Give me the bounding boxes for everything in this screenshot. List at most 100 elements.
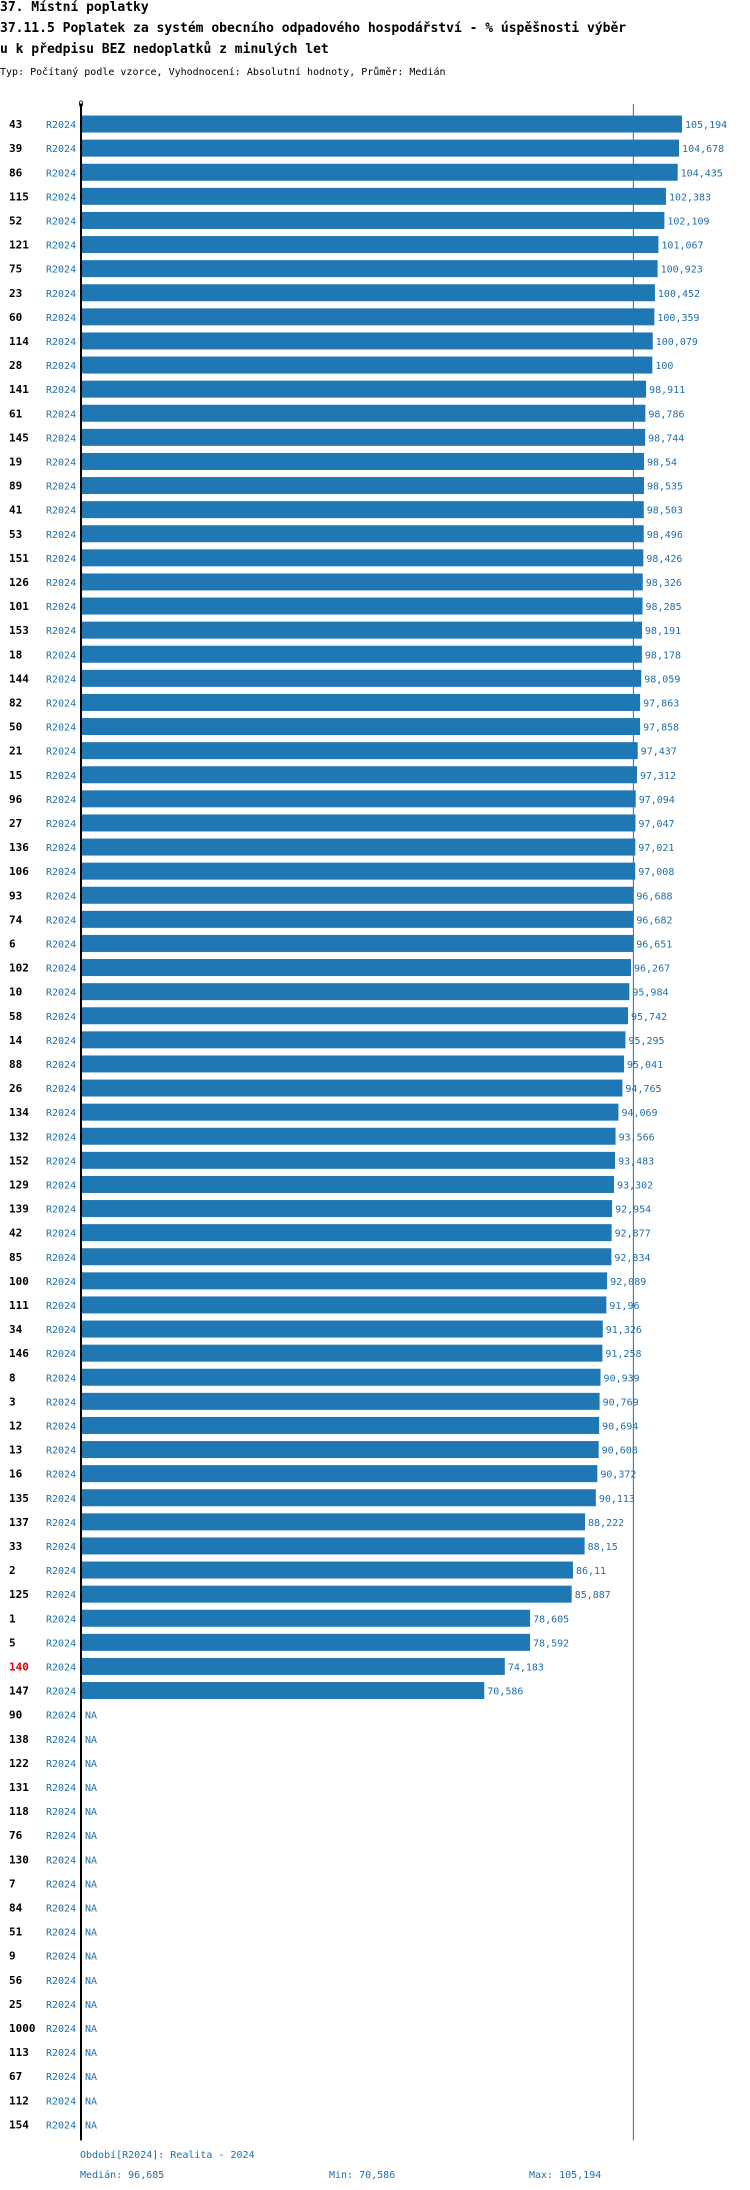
- period-label: R2024: [46, 1662, 76, 1673]
- period-label: R2024: [46, 939, 76, 950]
- bar: [81, 1561, 573, 1579]
- period-label: R2024: [46, 1590, 76, 1601]
- row-id-label: 101: [9, 600, 29, 613]
- value-label: 96,688: [636, 891, 672, 902]
- value-label: 97,312: [640, 771, 676, 782]
- missing-value-label: NA: [85, 1807, 97, 1818]
- bar: [81, 1055, 624, 1073]
- value-label: 98,059: [644, 674, 680, 685]
- row-id-label: 89: [9, 480, 22, 493]
- period-label: R2024: [46, 964, 76, 975]
- bar: [81, 910, 634, 928]
- period-label: R2024: [46, 2048, 76, 2059]
- row-id-label: 114: [9, 335, 29, 348]
- value-label: 98,911: [649, 385, 685, 396]
- value-label: 85,887: [575, 1590, 611, 1601]
- period-label: R2024: [46, 1807, 76, 1818]
- period-label: R2024: [46, 1711, 76, 1722]
- bar: [81, 621, 642, 639]
- period-label: R2024: [46, 2072, 76, 2083]
- bar: [81, 308, 655, 326]
- period-label: R2024: [46, 1831, 76, 1842]
- period-label: R2024: [46, 1229, 76, 1240]
- value-label: 104,435: [681, 168, 723, 179]
- row-id-label: 121: [9, 239, 29, 252]
- value-label: 98,786: [648, 409, 684, 420]
- chart-subtitle: Typ: Počítaný podle vzorce, Vyhodnocení:…: [0, 67, 446, 78]
- period-label: R2024: [46, 1397, 76, 1408]
- value-label: 102,383: [669, 192, 711, 203]
- row-id-label: 39: [9, 142, 22, 155]
- bar: [81, 1657, 505, 1675]
- value-label: 98,535: [647, 482, 683, 493]
- row-id-label: 84: [9, 1901, 23, 1914]
- value-label: 93,302: [617, 1180, 653, 1191]
- bar: [81, 428, 646, 446]
- value-label: 88,222: [588, 1518, 624, 1529]
- bar: [81, 1151, 616, 1169]
- bar: [81, 645, 642, 663]
- bar: [81, 838, 636, 856]
- row-id-label: 152: [9, 1154, 29, 1167]
- row-id-label: 82: [9, 696, 22, 709]
- period-label: R2024: [46, 1518, 76, 1529]
- period-label: R2024: [46, 1638, 76, 1649]
- period-label: R2024: [46, 1325, 76, 1336]
- bar: [81, 1103, 619, 1121]
- row-id-label: 60: [9, 311, 22, 324]
- value-label: 90,769: [603, 1397, 639, 1408]
- row-id-label: 12: [9, 1419, 22, 1432]
- value-label: 98,285: [646, 602, 682, 613]
- period-label: R2024: [46, 698, 76, 709]
- bar: [81, 452, 644, 470]
- bar: [81, 573, 643, 591]
- bar: [81, 501, 644, 519]
- value-label: 98,496: [647, 530, 683, 541]
- row-id-label: 27: [9, 817, 22, 830]
- bar: [81, 1007, 628, 1025]
- bar: [81, 1537, 585, 1555]
- period-label: R2024: [46, 891, 76, 902]
- bar: [81, 934, 634, 952]
- bar: [81, 525, 644, 543]
- period-label: R2024: [46, 361, 76, 372]
- row-id-label: 139: [9, 1203, 29, 1216]
- row-id-label: 1000: [9, 2022, 36, 2035]
- period-label: R2024: [46, 2024, 76, 2035]
- row-id-label: 93: [9, 889, 22, 902]
- row-id-label: 125: [9, 1588, 29, 1601]
- bar: [81, 404, 646, 422]
- value-label: 97,863: [643, 698, 679, 709]
- missing-value-label: NA: [85, 2024, 97, 2035]
- row-id-label: 147: [9, 1685, 29, 1698]
- bar: [81, 693, 641, 711]
- bar: [81, 886, 634, 904]
- value-label: 90,372: [600, 1470, 636, 1481]
- row-id-label: 21: [9, 745, 23, 758]
- period-label: R2024: [46, 867, 76, 878]
- value-label: 97,437: [641, 747, 677, 758]
- period-label: R2024: [46, 1301, 76, 1312]
- period-label: R2024: [46, 1952, 76, 1963]
- bar: [81, 1489, 596, 1507]
- value-label: 91,326: [606, 1325, 642, 1336]
- row-id-label: 25: [9, 1998, 22, 2011]
- value-label: 96,267: [634, 964, 670, 975]
- row-id-label: 154: [9, 2118, 29, 2131]
- row-id-label: 106: [9, 865, 29, 878]
- row-id-label: 1: [9, 1612, 16, 1625]
- row-id-label: 74: [9, 913, 23, 926]
- period-label: R2024: [46, 2000, 76, 2011]
- missing-value-label: NA: [85, 2072, 97, 2083]
- bar: [81, 1320, 603, 1338]
- row-id-label: 52: [9, 214, 22, 227]
- row-id-label: 18: [9, 648, 22, 661]
- row-id-label: 126: [9, 576, 29, 589]
- bar: [81, 1392, 600, 1410]
- period-label: R2024: [46, 1783, 76, 1794]
- row-id-label: 75: [9, 263, 22, 276]
- row-id-label: 53: [9, 528, 22, 541]
- value-label: 98,178: [645, 650, 681, 661]
- period-label: R2024: [46, 819, 76, 830]
- max-caption: Max: 105,194: [529, 2170, 602, 2181]
